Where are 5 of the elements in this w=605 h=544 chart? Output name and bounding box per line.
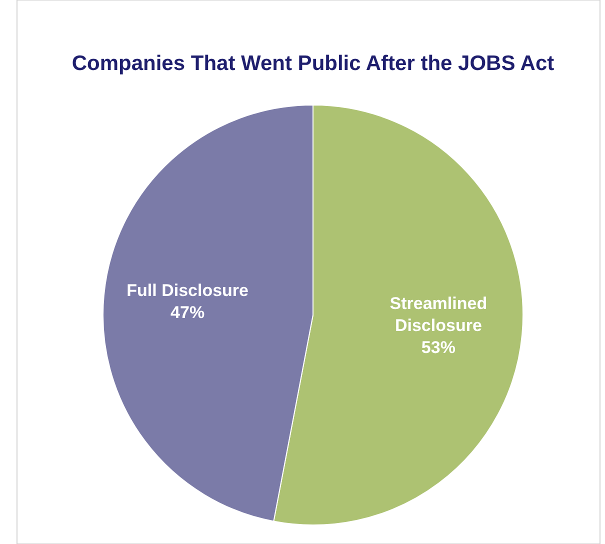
data-label: 47%	[170, 304, 205, 323]
chart-title: Companies That Went Public After the JOBS Act	[72, 52, 554, 75]
slice-label: Full Disclosure	[126, 282, 248, 301]
slice-label: Streamlined Disclosure	[390, 294, 488, 336]
data-label: 53%	[421, 338, 456, 358]
